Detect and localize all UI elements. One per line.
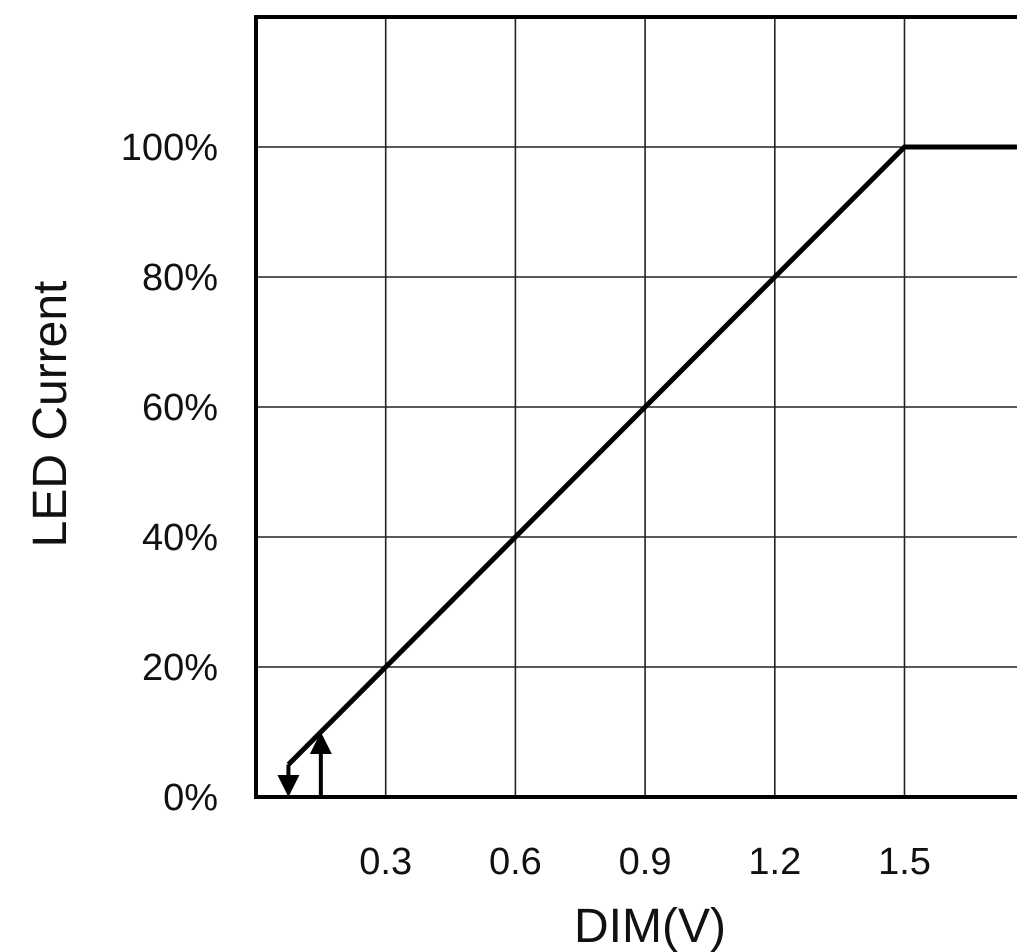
- y-axis-title: LED Current: [24, 281, 77, 548]
- x-tick-label-0: 0.3: [359, 841, 412, 883]
- x-axis-title: DIM(V): [574, 900, 726, 952]
- x-tick-label-3: 1.2: [748, 841, 801, 883]
- y-tick-label-5: 100%: [121, 127, 218, 169]
- y-tick-label-1: 20%: [142, 647, 218, 689]
- series-layer: [277, 144, 1017, 797]
- x-tick-label-1: 0.6: [489, 841, 542, 883]
- y-tick-label-3: 60%: [142, 387, 218, 429]
- tick-labels: 0.3 0.6 0.9 1.2 1.5 0% 20% 40% 60% 80% 100%: [121, 127, 931, 883]
- y-tick-label-0: 0%: [163, 777, 218, 819]
- y-tick-label-2: 40%: [142, 517, 218, 559]
- x-tick-label-4: 1.5: [878, 841, 931, 883]
- series-line-0: [286, 144, 1017, 767]
- arrow-up-icon: [309, 732, 332, 754]
- y-tick-label-4: 80%: [142, 257, 218, 299]
- x-tick-label-2: 0.9: [619, 841, 672, 883]
- plot-area: [254, 15, 1017, 799]
- arrow-down-icon: [277, 775, 300, 797]
